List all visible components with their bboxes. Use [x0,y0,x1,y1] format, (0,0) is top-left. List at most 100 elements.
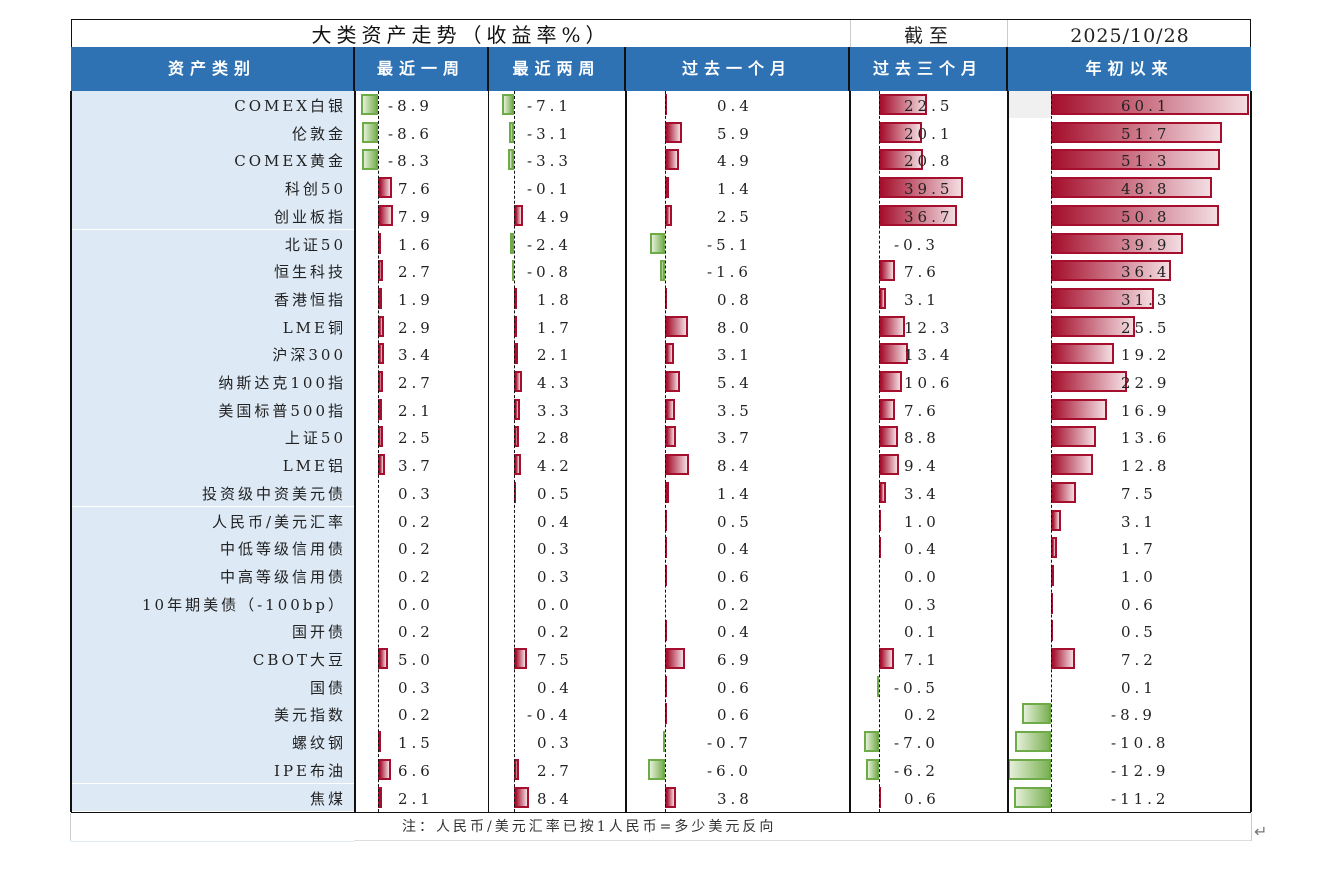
value-wk1: 3.7 [398,457,434,476]
zero-axis-m3 [879,91,880,812]
data-bar-m1 [665,149,679,171]
value-wk2: -3.3 [527,152,572,171]
value-ytd: 22.9 [1121,374,1171,392]
data-bar-m1 [665,648,685,669]
table-row: 北证50 1.6 -2.4 -5.1 -0.3 39.9 [71,229,1251,258]
asset-name: 上证50 [71,423,354,452]
data-bar-m1 [665,204,673,226]
value-ytd: 31.3 [1121,290,1171,309]
footer-row: 注：人民币/美元汇率已按1人民币=多少美元反向 [70,812,1252,842]
value-m1: 5.9 [717,124,753,143]
value-m3: -0.5 [894,678,939,697]
asset-name: COMEX黄金 [71,146,354,175]
value-wk2: 0.2 [537,623,573,642]
value-ytd: 12.8 [1121,457,1171,476]
value-m3: 36.7 [904,207,954,226]
data-bar-m3 [864,731,879,753]
value-m1: 8.4 [717,457,753,476]
value-ytd: 13.6 [1121,429,1171,448]
asset-name: 沪深300 [71,340,354,368]
data-bar-wk1 [378,343,385,365]
value-ytd: 7.2 [1121,651,1157,669]
value-wk2: 2.1 [537,346,573,365]
asset-name: LME铜 [71,312,354,341]
value-m1: 8.0 [717,318,753,337]
table-row: 10年期美债（-100bp） 0.0 0.0 0.2 0.3 0.6 [71,589,1251,618]
value-ytd: -10.8 [1111,734,1170,753]
table-row: CBOT大豆 5.0 7.5 6.9 7.1 7.2 [71,645,1251,673]
value-m1: 0.5 [717,512,753,531]
value-wk2: 1.7 [537,318,573,337]
data-bar-ytd [1051,426,1096,448]
data-bar-wk2 [509,232,514,254]
table-row: 创业板指 7.9 4.9 2.5 36.7 50.8 [71,201,1251,230]
value-wk2: -3.1 [527,124,572,143]
asset-name: 科创50 [71,174,354,202]
table-title: 大类资产走势（收益率%） [311,23,611,47]
value-m3: 20.1 [904,124,954,143]
data-bar-ytd [1051,371,1127,392]
data-bar-wk1 [378,371,384,392]
table-row: 焦煤 2.1 8.4 3.8 0.6 -11.2 [71,783,1251,812]
value-wk1: 6.6 [398,761,434,780]
value-m3: 7.6 [904,401,940,420]
data-bar-wk2 [514,786,529,808]
table-row: 沪深300 3.4 2.1 3.1 13.4 19.2 [71,340,1251,368]
header-asset: 资产类别 [71,47,355,91]
table-row: LME铜 2.9 1.7 8.0 12.3 25.5 [71,312,1251,341]
data-bar-m1 [665,786,676,808]
data-bar-m1 [663,731,665,753]
data-bar-m1 [647,758,665,780]
value-wk1: 2.1 [398,401,434,420]
header-ytd: 年初以来 [1085,59,1174,78]
data-bar-wk1 [378,232,382,254]
table-row: 投资级中资美元债 0.3 0.5 1.4 3.4 7.5 [71,478,1251,507]
data-bar-wk1 [378,758,391,780]
value-m3: 13.4 [904,346,954,365]
value-wk1: 1.9 [398,290,434,309]
value-wk1: 0.2 [398,567,434,586]
value-ytd: 25.5 [1121,318,1171,337]
asset-name: 人民币/美元汇率 [71,506,354,535]
value-m1: 3.8 [717,789,753,808]
value-ytd: -12.9 [1111,761,1170,780]
data-bar-wk1 [378,204,393,226]
asset-name: 北证50 [71,229,354,258]
data-bar-ytd [1015,731,1051,753]
zero-axis-wk1 [378,91,379,812]
data-bar-m1 [665,426,676,448]
value-wk1: 0.2 [398,623,434,642]
value-wk1: 2.9 [398,318,434,337]
data-bar-ytd [1051,177,1213,199]
data-bar-m1 [665,454,689,476]
data-bar-wk2 [514,343,518,365]
data-bar-m3 [879,454,900,476]
data-bar-m3 [879,149,924,171]
as-of-date: 2025/10/28 [1070,25,1190,47]
data-bar-wk2 [508,149,514,171]
data-bar-m3 [865,758,879,780]
value-wk2: 8.4 [537,789,573,808]
asset-name: 国开债 [71,617,354,645]
data-bar-m1 [665,564,667,586]
value-wk1: -8.3 [388,152,433,171]
value-wk2: 0.0 [537,595,573,614]
data-bar-ytd [1051,454,1094,476]
value-wk1: 2.1 [398,789,434,808]
asset-name: 创业板指 [71,201,354,230]
value-wk2: 7.5 [537,651,573,669]
value-wk2: -0.1 [527,180,572,199]
data-bar-m3 [879,481,887,503]
data-bar-ytd [1051,620,1053,642]
data-bar-wk2 [514,454,522,476]
value-ytd: 7.5 [1121,484,1157,503]
asset-name: 国债 [71,672,354,701]
value-m3: 20.8 [904,152,954,171]
value-m1: 0.4 [717,623,753,642]
data-bar-m1 [665,177,669,199]
value-ytd: 1.7 [1121,540,1157,559]
data-bar-wk2 [514,315,517,337]
asset-name: 美国标普500指 [71,395,354,424]
table-row: 国债 0.3 0.4 0.6 -0.5 0.1 [71,672,1251,701]
data-bar-ytd [1051,648,1075,669]
